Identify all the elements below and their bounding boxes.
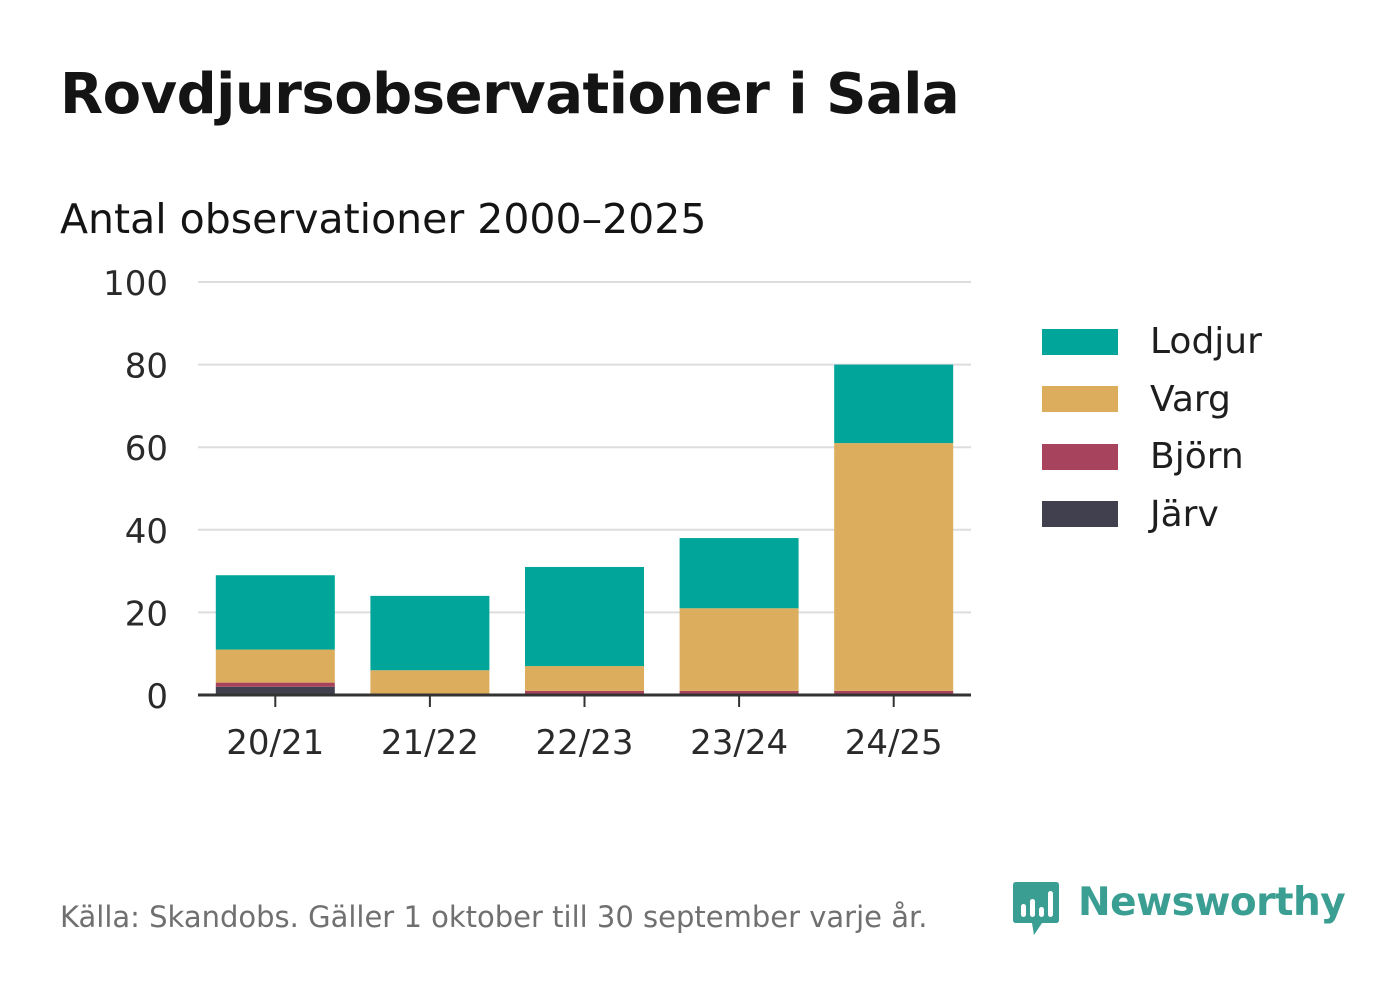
legend-swatch bbox=[1042, 443, 1118, 470]
source-note: Källa: Skandobs. Gäller 1 oktober till 3… bbox=[60, 900, 928, 934]
legend-label: Varg bbox=[1150, 378, 1231, 420]
bar-lodjur-23-24 bbox=[679, 538, 799, 609]
legend-swatch bbox=[1042, 386, 1118, 413]
bar-björn-22-23 bbox=[525, 690, 644, 695]
chart-subtitle: Antal observationer 2000–2025 bbox=[60, 195, 707, 243]
bar-björn-23-24 bbox=[679, 690, 799, 695]
bar-varg-20-21 bbox=[215, 649, 335, 683]
legend-label: Björn bbox=[1150, 436, 1244, 478]
legend-item-varg: Varg bbox=[1042, 371, 1262, 429]
bar-lodjur-22-23 bbox=[525, 566, 644, 667]
bar-lodjur-20-21 bbox=[215, 575, 335, 650]
y-tick-label: 0 bbox=[146, 677, 168, 717]
y-tick-label: 100 bbox=[103, 264, 168, 304]
brand[interactable]: Newsworthy bbox=[1012, 880, 1346, 940]
bar-varg-24-25 bbox=[834, 443, 954, 691]
legend-item-järv: Järv bbox=[1042, 486, 1262, 544]
y-tick-label: 40 bbox=[125, 512, 168, 552]
legend-item-lodjur: Lodjur bbox=[1042, 313, 1262, 371]
x-tick-label: 20/21 bbox=[226, 723, 324, 763]
bar-varg-22-23 bbox=[525, 666, 644, 691]
brand-name: Newsworthy bbox=[1078, 880, 1346, 925]
bar-varg-21-22 bbox=[370, 670, 490, 695]
bar-varg-23-24 bbox=[679, 608, 799, 691]
bar-lodjur-24-25 bbox=[834, 364, 954, 444]
x-tick-label: 22/23 bbox=[536, 723, 634, 763]
y-tick-label: 60 bbox=[125, 429, 168, 469]
bar-lodjur-21-22 bbox=[370, 595, 490, 671]
x-tick-label: 24/25 bbox=[845, 723, 943, 763]
legend-label: Lodjur bbox=[1150, 321, 1262, 363]
x-tick-label: 23/24 bbox=[690, 723, 788, 763]
bar-björn-24-25 bbox=[834, 690, 954, 695]
newsworthy-logo-icon bbox=[1013, 882, 1059, 935]
chart-title: Rovdjursobservationer i Sala bbox=[60, 62, 960, 127]
legend-swatch bbox=[1042, 501, 1118, 528]
x-tick-label: 21/22 bbox=[381, 723, 479, 763]
chart-legend: Lodjur Varg Björn Järv bbox=[1042, 313, 1262, 543]
legend-swatch bbox=[1042, 328, 1118, 355]
bar-järv-20-21 bbox=[215, 686, 335, 695]
legend-item-björn: Björn bbox=[1042, 428, 1262, 486]
legend-label: Järv bbox=[1150, 493, 1219, 535]
y-tick-label: 80 bbox=[125, 347, 168, 387]
bar-björn-20-21 bbox=[215, 682, 335, 687]
y-tick-label: 20 bbox=[125, 594, 168, 634]
